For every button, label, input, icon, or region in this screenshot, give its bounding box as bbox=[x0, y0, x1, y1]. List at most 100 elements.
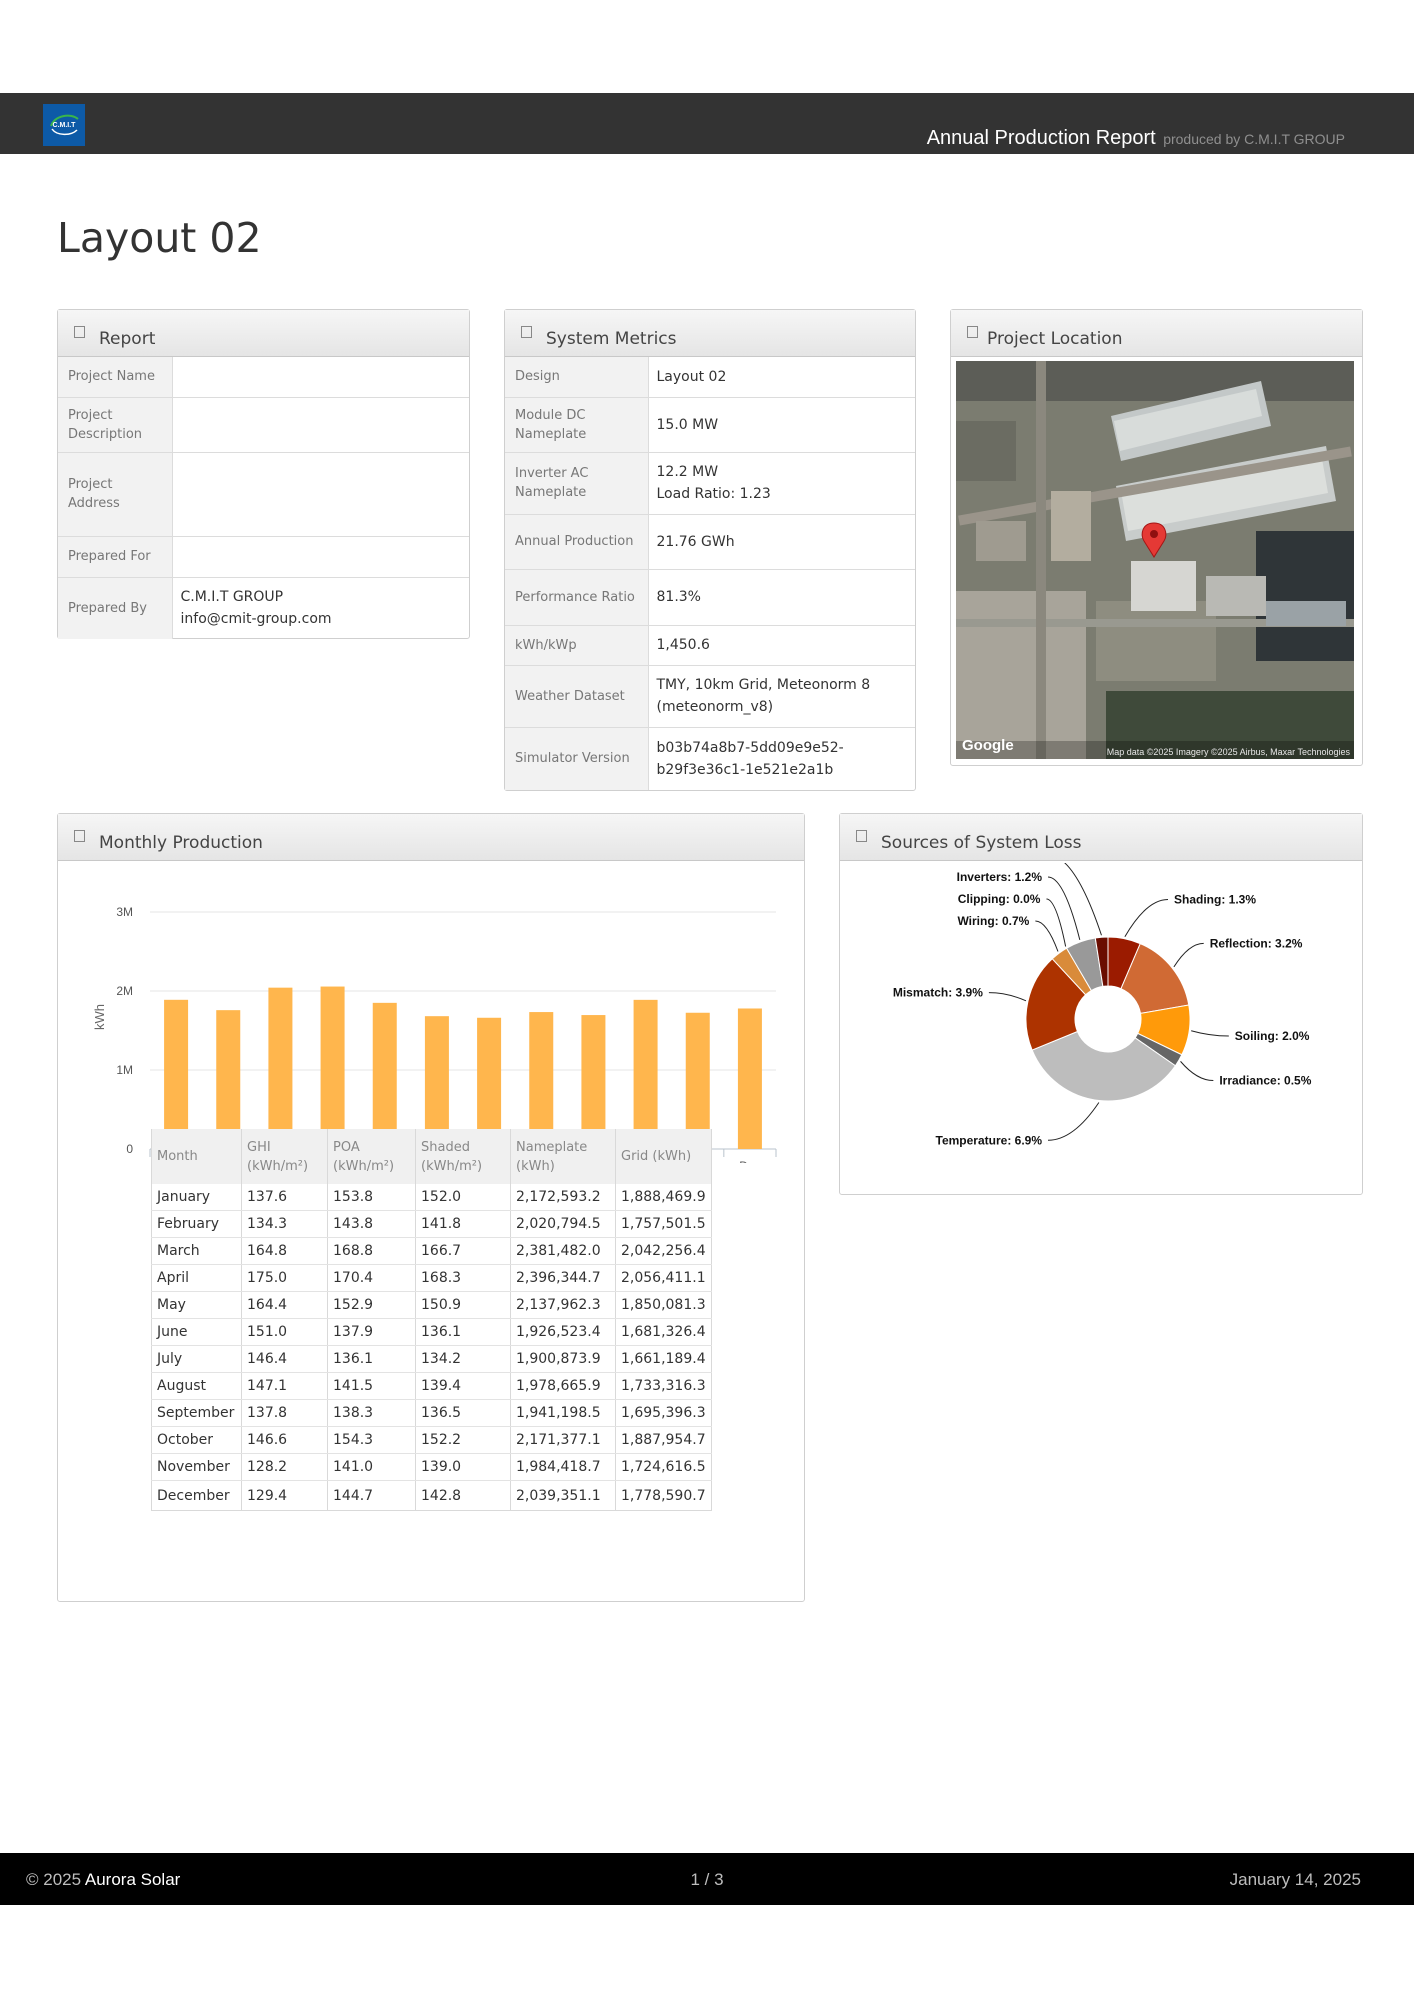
column-header: Shaded (kWh/m²) bbox=[415, 1129, 511, 1184]
value-cell: 170.4 bbox=[327, 1264, 416, 1292]
column-header: Grid (kWh) bbox=[615, 1129, 712, 1184]
monthly-production-title: Monthly Production bbox=[99, 833, 263, 853]
report-value bbox=[172, 451, 469, 536]
month-cell: November bbox=[151, 1453, 242, 1481]
bar-jan[interactable] bbox=[164, 999, 189, 1149]
bar-oct[interactable] bbox=[633, 999, 658, 1149]
value-cell: 2,171,377.1 bbox=[510, 1426, 616, 1454]
system-loss-panel: Sources of System Loss Shading: 1.3% Refl… bbox=[839, 813, 1363, 1195]
bar-jun[interactable] bbox=[424, 1016, 449, 1149]
report-panel: Report Project Name Project Description … bbox=[57, 309, 470, 639]
metrics-label: Weather Dataset bbox=[505, 664, 649, 727]
pie-label: Wiring: 0.7% bbox=[957, 914, 1029, 928]
metrics-value: 15.0 MW bbox=[648, 396, 915, 452]
table-row: April 175.0 170.4 168.3 2,396,344.7 2,056,411… bbox=[151, 1264, 712, 1292]
bar-nov[interactable] bbox=[685, 1012, 710, 1149]
value-cell: 1,695,396.3 bbox=[615, 1399, 712, 1427]
pie-slice[interactable] bbox=[1094, 936, 1109, 987]
system-loss-chart: Shading: 1.3% Reflection: 3.2% Soiling: 2.… bbox=[893, 863, 1312, 1147]
metrics-row: Inverter AC Nameplate 12.2 MW Load Ratio… bbox=[505, 451, 915, 514]
value-cell: 1,757,501.5 bbox=[615, 1210, 712, 1238]
map-attribution[interactable]: Map data ©2025 Imagery ©2025 Airbus, Max… bbox=[1106, 747, 1350, 757]
value-cell: 1,850,081.3 bbox=[615, 1291, 712, 1319]
pie-label: Soiling: 2.0% bbox=[1235, 1029, 1310, 1043]
bar-may[interactable] bbox=[372, 1002, 397, 1149]
report-row: Project Name bbox=[58, 357, 469, 397]
value-cell: 1,984,418.7 bbox=[510, 1453, 616, 1481]
month-cell: July bbox=[151, 1345, 242, 1373]
month-cell: May bbox=[151, 1291, 242, 1319]
value-cell: 137.8 bbox=[241, 1399, 328, 1427]
bar-sep[interactable] bbox=[581, 1015, 606, 1149]
pie-slice[interactable] bbox=[1025, 958, 1087, 1051]
month-cell: December bbox=[151, 1480, 242, 1511]
month-cell: August bbox=[151, 1372, 242, 1400]
y-tick-label: 0 bbox=[126, 1142, 133, 1156]
pie-label: Irradiance: 0.5% bbox=[1219, 1074, 1311, 1088]
metrics-row: Performance Ratio 81.3% bbox=[505, 568, 915, 625]
monthly-production-chart: kWh 01M2M3MJanFebMarAprMayJunJulAugSepOc… bbox=[92, 905, 777, 1163]
value-cell: 1,888,469.9 bbox=[615, 1184, 712, 1211]
table-row: September 137.8 138.3 136.5 1,941,198.5 1,695… bbox=[151, 1399, 712, 1427]
bar-apr[interactable] bbox=[320, 986, 345, 1149]
month-cell: February bbox=[151, 1210, 242, 1238]
value-cell: 136.1 bbox=[327, 1345, 416, 1373]
report-panel-title: Report bbox=[99, 329, 156, 349]
value-cell: 141.8 bbox=[415, 1210, 511, 1238]
pie-connector bbox=[1173, 942, 1204, 968]
prepared-by-email[interactable]: info@cmit-group.com bbox=[180, 611, 332, 628]
bar-jul[interactable] bbox=[477, 1017, 502, 1149]
panel-icon bbox=[74, 326, 85, 338]
system-loss-title: Sources of System Loss bbox=[881, 833, 1082, 853]
bar-dec[interactable] bbox=[737, 1008, 762, 1149]
pie-label: Inverters: 1.2% bbox=[957, 870, 1043, 884]
satellite-map[interactable]: Google Map data ©2025 Imagery ©2025 Airb… bbox=[956, 361, 1354, 759]
y-tick-label: 3M bbox=[116, 905, 133, 919]
value-cell: 143.8 bbox=[327, 1210, 416, 1238]
value-cell: 146.6 bbox=[241, 1426, 328, 1454]
value-cell: 154.3 bbox=[327, 1426, 416, 1454]
value-cell: 1,681,326.4 bbox=[615, 1318, 712, 1346]
value-cell: 2,042,256.4 bbox=[615, 1237, 712, 1265]
metrics-value: 12.2 MW Load Ratio: 1.23 bbox=[648, 451, 915, 514]
map-pin-icon[interactable] bbox=[1141, 522, 1167, 558]
report-label: Project Description bbox=[58, 396, 173, 452]
value-cell: 128.2 bbox=[241, 1453, 328, 1481]
value-cell: 146.4 bbox=[241, 1345, 328, 1373]
month-cell: March bbox=[151, 1237, 242, 1265]
pie-slice[interactable] bbox=[1031, 1030, 1177, 1102]
x-tick-label: Dec bbox=[739, 1159, 760, 1163]
system-loss-header: Sources of System Loss bbox=[840, 814, 1362, 861]
footer-brand[interactable]: Aurora Solar bbox=[84, 1870, 181, 1889]
panel-icon bbox=[521, 326, 532, 338]
table-row: November 128.2 141.0 139.0 1,984,418.7 1,724,… bbox=[151, 1453, 712, 1481]
report-panel-header: Report bbox=[58, 310, 469, 357]
pie-label: Mismatch: 3.9% bbox=[893, 986, 983, 1000]
company-logo: C.M.I.T bbox=[43, 104, 85, 146]
table-row: June 151.0 137.9 136.1 1,926,523.4 1,681,326.… bbox=[151, 1318, 712, 1346]
bar-aug[interactable] bbox=[529, 1012, 554, 1149]
table-row: December 129.4 144.7 142.8 2,039,351.1 1,778,… bbox=[151, 1480, 712, 1511]
bar-mar[interactable] bbox=[268, 987, 293, 1149]
report-value: C.M.I.T GROUP info@cmit-group.com bbox=[172, 576, 469, 639]
month-cell: September bbox=[151, 1399, 242, 1427]
metrics-label: Performance Ratio bbox=[505, 568, 649, 625]
value-cell: 142.8 bbox=[415, 1480, 511, 1511]
pie-connector bbox=[1047, 1102, 1100, 1141]
metrics-row: Module DC Nameplate 15.0 MW bbox=[505, 396, 915, 452]
table-row: February 134.3 143.8 141.8 2,020,794.5 1,757,… bbox=[151, 1210, 712, 1238]
panel-icon bbox=[967, 326, 978, 338]
metrics-label: Inverter AC Nameplate bbox=[505, 451, 649, 514]
pie-label: Reflection: 3.2% bbox=[1210, 936, 1303, 950]
panel-icon bbox=[74, 830, 85, 842]
value-cell: 136.5 bbox=[415, 1399, 511, 1427]
bar-feb[interactable] bbox=[216, 1010, 241, 1149]
metrics-label: kWh/kWp bbox=[505, 624, 649, 665]
value-cell: 129.4 bbox=[241, 1480, 328, 1511]
value-cell: 164.4 bbox=[241, 1291, 328, 1319]
table-row: March 164.8 168.8 166.7 2,381,482.0 2,042,256… bbox=[151, 1237, 712, 1265]
value-cell: 166.7 bbox=[415, 1237, 511, 1265]
value-cell: 139.4 bbox=[415, 1372, 511, 1400]
value-cell: 147.1 bbox=[241, 1372, 328, 1400]
value-cell: 152.9 bbox=[327, 1291, 416, 1319]
